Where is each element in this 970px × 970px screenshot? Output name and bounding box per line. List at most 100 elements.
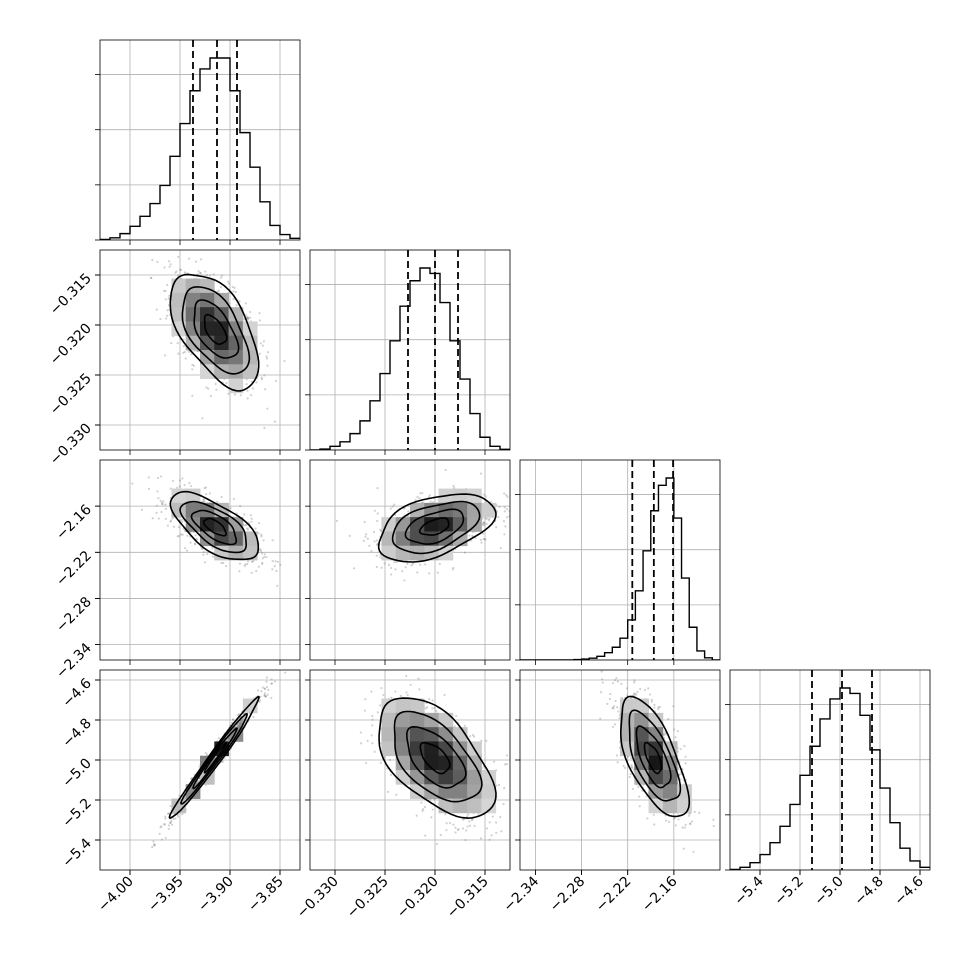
sample-point <box>444 813 447 816</box>
density-cell <box>452 784 468 799</box>
sample-point <box>401 667 403 669</box>
contour-line <box>378 697 497 819</box>
sample-point <box>177 526 181 529</box>
sample-point <box>179 533 183 536</box>
sample-point <box>170 819 173 823</box>
contour-line <box>405 725 467 789</box>
sample-point <box>418 688 421 691</box>
sample-point <box>264 388 267 391</box>
sample-point <box>376 519 379 523</box>
sample-point <box>506 516 509 519</box>
sample-point <box>162 500 165 503</box>
sample-point <box>682 847 685 850</box>
scatter-plot-area <box>100 243 300 450</box>
sample-point <box>205 273 208 277</box>
sample-point <box>414 498 417 502</box>
scatter-panel <box>95 669 301 875</box>
sample-point <box>431 707 434 710</box>
sample-point <box>457 828 460 831</box>
sample-point <box>164 817 167 820</box>
density-cell <box>228 335 244 351</box>
sample-point <box>472 733 475 737</box>
sample-point <box>153 843 156 846</box>
sample-point <box>237 724 240 727</box>
sample-point <box>503 533 506 536</box>
sample-point <box>453 725 456 728</box>
histogram-line <box>520 477 720 660</box>
sample-point <box>421 491 424 495</box>
sample-point <box>191 394 194 397</box>
sample-point <box>258 352 262 355</box>
histogram-line <box>100 57 300 240</box>
density-cell <box>424 517 439 532</box>
density-cell <box>438 517 454 532</box>
sample-point <box>256 689 260 692</box>
sample-point <box>169 520 172 523</box>
sample-point <box>261 562 264 566</box>
sample-point <box>482 524 485 527</box>
sample-point <box>190 353 193 356</box>
sample-point <box>409 683 412 686</box>
sample-point <box>249 514 252 517</box>
sample-point <box>189 541 192 544</box>
sample-point <box>193 543 197 546</box>
sample-point <box>423 805 427 809</box>
sample-point <box>503 786 506 790</box>
sample-point <box>238 723 242 726</box>
sample-point <box>180 520 183 523</box>
sample-point <box>183 547 187 550</box>
density-cell <box>228 350 244 365</box>
sample-point <box>406 562 409 566</box>
sample-point <box>239 722 243 725</box>
sample-point <box>177 255 180 258</box>
sample-point <box>152 840 155 843</box>
sample-point <box>191 368 194 371</box>
sample-point <box>241 720 244 723</box>
scatter-plot-area <box>310 460 510 660</box>
density-cell <box>395 698 411 714</box>
sample-point <box>389 773 393 776</box>
sample-point <box>417 677 420 680</box>
sample-point <box>239 721 242 724</box>
sample-point <box>424 834 427 837</box>
sample-point <box>171 823 174 826</box>
sample-point <box>189 484 193 488</box>
sample-point <box>264 695 268 698</box>
sample-point <box>239 505 242 508</box>
sample-point <box>465 829 468 832</box>
sample-point <box>445 822 448 825</box>
sample-point <box>212 273 215 276</box>
sample-point <box>261 561 264 564</box>
sample-point <box>373 509 376 512</box>
sample-point <box>176 274 180 277</box>
sample-point <box>375 543 379 546</box>
sample-point <box>495 526 498 529</box>
sample-point <box>252 715 255 719</box>
sample-point <box>166 309 169 312</box>
contour-line <box>192 727 238 790</box>
sample-point <box>234 290 237 294</box>
sample-point <box>432 501 435 504</box>
axes-frame <box>99 669 301 871</box>
sample-point <box>482 521 486 524</box>
sample-point <box>162 823 166 826</box>
sample-point <box>155 511 158 514</box>
sample-point <box>180 518 184 521</box>
sample-point <box>614 699 617 703</box>
sample-point <box>255 381 258 384</box>
sample-point <box>454 714 458 718</box>
sample-point <box>195 782 198 785</box>
sample-point <box>495 831 498 834</box>
density-cell <box>467 770 482 785</box>
sample-point <box>488 821 491 824</box>
sample-point <box>238 723 242 726</box>
sample-point <box>246 527 249 530</box>
sample-point <box>259 342 262 345</box>
sample-point <box>204 243 206 245</box>
density-cell <box>424 755 439 771</box>
sample-point <box>188 482 191 485</box>
sample-point <box>257 565 260 568</box>
sample-point <box>383 562 386 565</box>
sample-point <box>479 472 483 475</box>
sample-point <box>497 516 500 519</box>
